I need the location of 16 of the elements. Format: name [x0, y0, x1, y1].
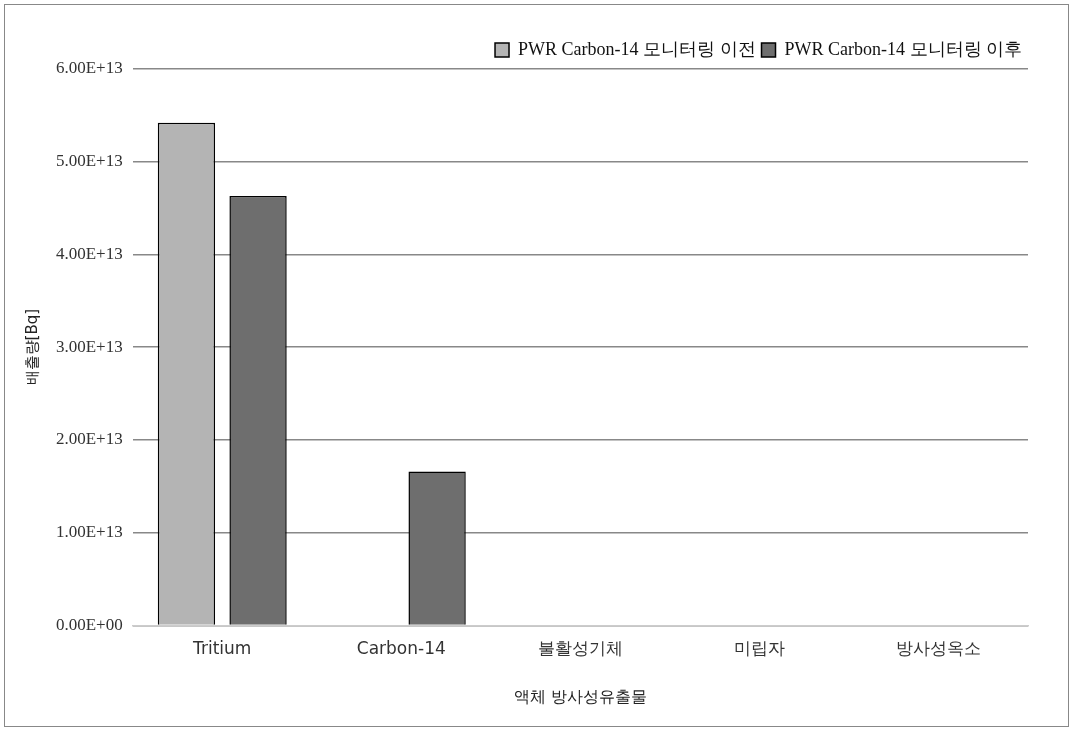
x-axis-title: 액체 방사성유출물 [513, 686, 647, 706]
y-tick-label: 5.00E+13 [55, 151, 123, 171]
y-tick-label: 0.00E+00 [55, 614, 123, 634]
legend-label: PWR Carbon-14 모니터링 이후 [784, 38, 1023, 59]
y-tick-label: 1.00E+13 [55, 522, 123, 542]
y-tick-label: 4.00E+13 [55, 243, 123, 263]
x-tick-label: Tritium [192, 638, 252, 659]
y-tick-label: 3.00E+13 [55, 336, 123, 356]
x-tick-label: Carbon-14 [356, 638, 446, 659]
x-tick-label: 방사성옥소 [895, 638, 981, 659]
legend-label: PWR Carbon-14 모니터링 이전 [518, 38, 756, 59]
y-axis-title: 배출량[Bq] [22, 308, 41, 386]
x-tick-label: 미립자 [733, 638, 785, 659]
y-tick-label: 6.00E+13 [55, 58, 123, 78]
x-tick-label: 불활성기체 [537, 638, 623, 659]
y-tick-label: 2.00E+13 [55, 429, 123, 449]
